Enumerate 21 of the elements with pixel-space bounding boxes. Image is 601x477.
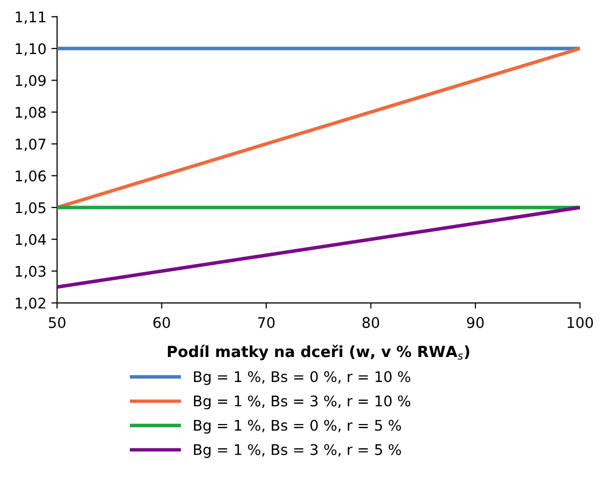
x-tick-label: 70: [258, 317, 275, 328]
legend-label: Bg = 1 %, Bs = 3 %, r = 5 %: [194, 444, 401, 458]
y-tick-label: 1,04: [16, 234, 46, 247]
legend-label: Bg = 1 %, Bs = 0 %, r = 5 %: [194, 420, 401, 434]
x-tick-label: 60: [153, 317, 170, 328]
y-tick-label: 1,08: [16, 106, 46, 120]
y-tick-label: 1,03: [16, 266, 46, 278]
y-tick-label: 1,02: [16, 298, 46, 310]
y-tick-label: 1,09: [16, 75, 46, 88]
legend-label: Bg = 1 %, Bs = 0 %, r = 10 %: [194, 371, 410, 385]
y-tick-label: 1,05: [16, 202, 46, 215]
x-axis-title: Podíl matky na dceři (w, v % RWA$_{s}$): [168, 344, 470, 360]
x-tick-label: 90: [467, 317, 484, 328]
y-tick-label: 1,11: [16, 12, 46, 24]
y-tick-label: 1,07: [16, 138, 46, 152]
legend-label: Bg = 1 %, Bs = 3 %, r = 10 %: [194, 395, 410, 410]
y-tick-label: 1,10: [16, 43, 46, 56]
x-tick-label: 80: [362, 317, 380, 328]
x-tick-label: 50: [48, 317, 66, 328]
x-tick-label: 100: [568, 317, 593, 328]
y-tick-label: 1,06: [16, 170, 46, 183]
